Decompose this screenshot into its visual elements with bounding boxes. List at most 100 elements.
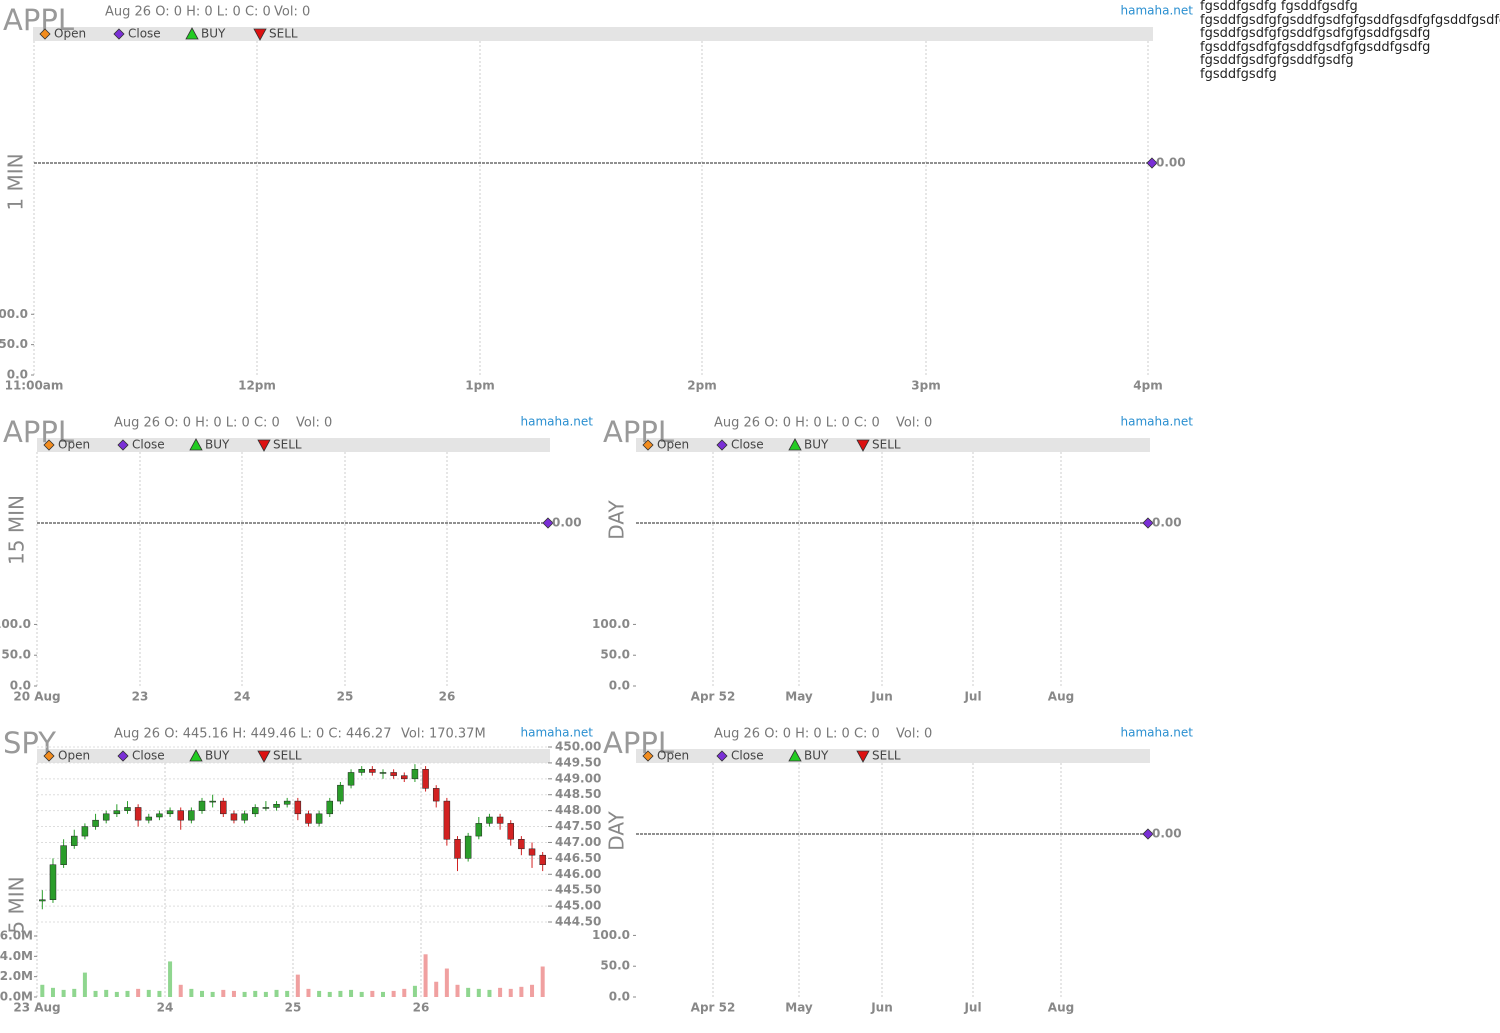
x-tick-label: 26 (439, 690, 456, 704)
volume-bar (317, 990, 322, 997)
legend-marker (253, 28, 267, 41)
legend-marker (189, 749, 203, 762)
volume-bar (487, 989, 492, 997)
volume-bar (263, 991, 268, 997)
volume-bar (104, 989, 109, 997)
legend-marker (39, 28, 51, 40)
legend-label: Close (132, 438, 165, 452)
y-tick-label: 447.50 (555, 819, 601, 833)
volume-bar (444, 968, 449, 997)
volume-bar (412, 985, 417, 997)
volume-bar (50, 987, 55, 997)
legend-marker (117, 750, 129, 762)
volume-bar (82, 972, 87, 997)
timeframe: 1 MIN (4, 153, 28, 210)
candle-body (315, 813, 323, 824)
volume-text: Vol: 0 (296, 416, 332, 431)
close-marker (1142, 517, 1154, 529)
x-tick-label: Jul (963, 1001, 981, 1015)
x-tick-label: Apr 52 (691, 690, 736, 704)
legend-marker (43, 439, 55, 451)
legend-marker (189, 438, 203, 451)
legend-label: Open (657, 749, 689, 763)
x-tick-label: Jul (963, 690, 981, 704)
volume-bar (306, 988, 311, 997)
candle-body (443, 800, 451, 840)
legend-marker (113, 28, 125, 40)
side-line: fgsddfgsdfgfgsddfgsdfg (1200, 53, 1354, 68)
legend-label: SELL (273, 749, 302, 763)
volume-bar (200, 990, 205, 997)
x-tick-label: 26 (413, 1001, 430, 1015)
x-tick-label: May (785, 690, 813, 704)
header: Aug 26 O: 0 H: 0 L: 0 C: 0 (714, 416, 880, 431)
candle-body (102, 813, 110, 821)
timeframe: DAY (605, 500, 629, 540)
volume-bar (285, 990, 290, 997)
volume-text: Vol: 0 (896, 727, 932, 742)
candle-body (507, 823, 514, 840)
y-tick-label: 445.50 (555, 883, 601, 897)
legend-label: Open (54, 27, 86, 41)
y-tick-label: 50.0 (1, 648, 31, 662)
y-tick-label: 450.00 (555, 740, 601, 754)
candle-body (475, 823, 483, 837)
candle-body (294, 800, 302, 815)
side-line: fgsddfgsdfgfgsddfgsdfgfgsddfgsdfg (1200, 26, 1431, 41)
side-line: fgsddfgsdfgfgsddfgsdfgfgsddfgsdfg (1200, 39, 1431, 55)
symbol: APPL (603, 415, 674, 449)
legend-label: SELL (273, 438, 302, 452)
y-tick-label: 0.0 (7, 368, 28, 382)
legend-label: Close (128, 27, 161, 41)
x-tick-label: 1pm (465, 379, 494, 393)
timeframe: 15 MIN (5, 495, 29, 565)
symbol: APPL (3, 415, 74, 449)
legend-bar (33, 27, 1153, 41)
candle-body (432, 788, 440, 802)
x-tick-label: 3pm (911, 379, 940, 393)
volume-bar (370, 990, 375, 997)
legend-label: Close (132, 749, 165, 763)
header: Aug 26 O: 0 H: 0 L: 0 C: 0 (105, 5, 271, 20)
volume-bar (253, 990, 258, 997)
legend-label: BUY (804, 749, 829, 763)
candle-body (422, 769, 429, 789)
legend-bar (37, 749, 550, 763)
volume-bar (498, 987, 503, 997)
volume-bar (519, 986, 524, 997)
candle-body (81, 826, 89, 837)
candle-body (241, 813, 248, 821)
volume-text: Vol: 0 (274, 5, 310, 20)
candle-body (39, 899, 46, 902)
y2-tick-label: 0.0M (0, 990, 33, 1004)
y-tick-label: 100.0 (592, 928, 630, 942)
legend-label: Open (657, 438, 689, 452)
legend-marker (642, 750, 654, 762)
symbol: APPL (3, 3, 74, 37)
legend-label: Close (731, 438, 764, 452)
y-tick-label: 50.0 (600, 648, 630, 662)
y-tick-label: 100.0 (0, 617, 31, 631)
close-marker (1146, 157, 1158, 169)
volume-bar (72, 988, 77, 997)
y-tick-label: 447.00 (555, 835, 601, 849)
source: hamaha.net (1121, 4, 1194, 18)
side-line: fgsddfgsdfg (1200, 66, 1277, 82)
volume-bar (530, 984, 535, 997)
y-tick-label: 444.50 (555, 915, 601, 929)
x-tick-label: May (785, 1001, 813, 1015)
legend-bar (37, 438, 550, 452)
candle-body (379, 772, 387, 774)
candle-body (390, 772, 397, 776)
legend-marker (642, 439, 654, 451)
candle-body (71, 835, 78, 846)
candle-body (262, 807, 270, 809)
candle-body (134, 807, 142, 821)
x-tick-label: 23 (132, 690, 149, 704)
legend-marker (856, 439, 870, 452)
legend-marker (257, 750, 271, 763)
volume-bar (327, 991, 332, 997)
candle-body (124, 807, 131, 811)
